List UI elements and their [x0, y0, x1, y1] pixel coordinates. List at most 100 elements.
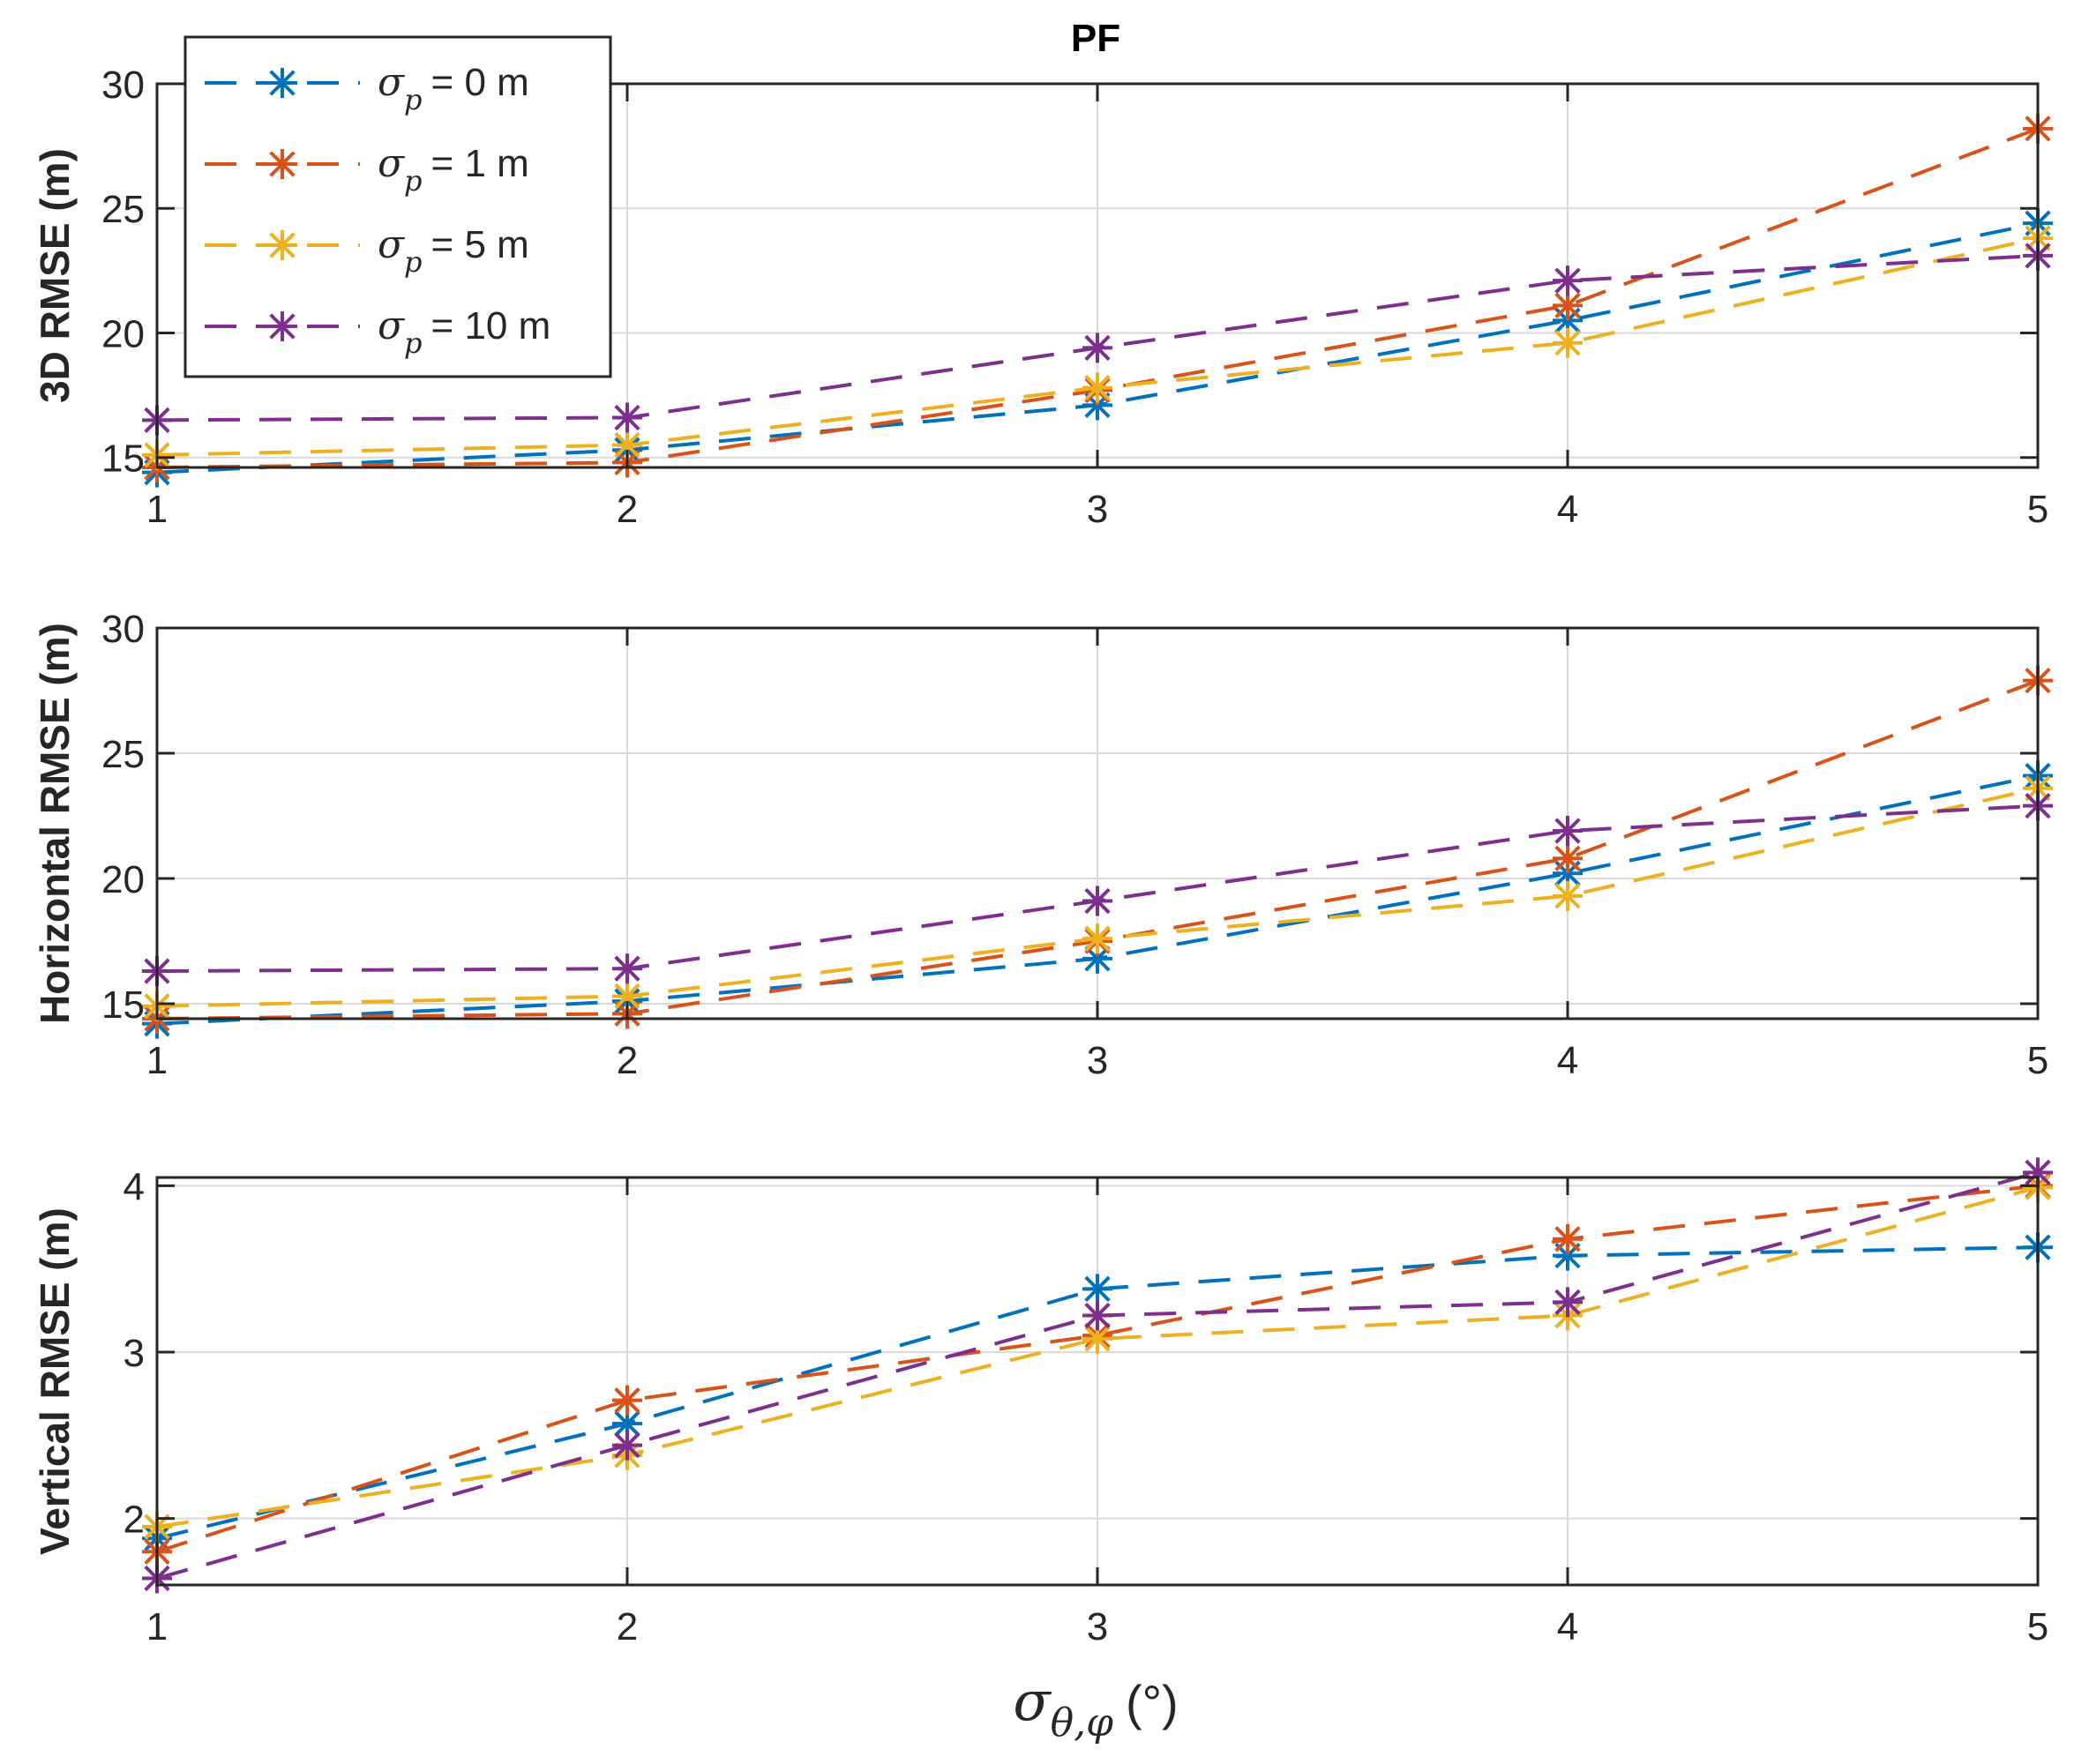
- legend-entry-2: σp = 1 m: [205, 141, 529, 198]
- y-axis-title: Horizontal RMSE (m): [32, 623, 78, 1024]
- data-point-s4-x4-shape: [1553, 816, 1583, 847]
- legend-entry-1: σp = 0 m: [205, 60, 529, 116]
- data-point-s1-x3: [1082, 1274, 1112, 1304]
- y-tick-label: 15: [101, 983, 145, 1027]
- y-axis-title: 3D RMSE (m): [32, 148, 78, 403]
- data-point-s4-x4: [1553, 265, 1583, 296]
- y-tick-label: 20: [101, 312, 145, 355]
- y-tick-label: 30: [101, 608, 145, 651]
- legend-marker-1: [267, 68, 297, 98]
- data-point-s3-x3: [1082, 1323, 1112, 1354]
- data-point-s3-x2: [612, 981, 642, 1012]
- legend-marker-4-shape: [267, 311, 297, 341]
- data-point-s4-x4: [1553, 816, 1583, 847]
- y-tick-label: 20: [101, 858, 145, 901]
- y-tick-label: 3: [124, 1332, 145, 1375]
- x-axis-label: σθ,φ (°): [1013, 1669, 1178, 1745]
- data-point-s1-x4: [1553, 1240, 1583, 1271]
- data-point-s1-x4-shape: [1553, 1240, 1583, 1271]
- data-point-s4-x2: [612, 953, 642, 984]
- x-tick-label: 3: [1087, 1605, 1108, 1648]
- x-axis-title-subscript: θ,φ: [1051, 1700, 1113, 1745]
- x-tick-label: 4: [1557, 1605, 1578, 1648]
- x-tick-label: 1: [146, 488, 168, 531]
- series-line-2: [156, 1184, 2039, 1554]
- data-point-s2-x4-shape: [1553, 1223, 1583, 1254]
- data-point-s4-x2: [612, 1430, 642, 1461]
- x-tick-label: 2: [617, 1039, 638, 1082]
- legend-marker-3-shape: [267, 230, 297, 260]
- data-point-s4-x2: [612, 402, 642, 433]
- data-point-s4-x4-shape: [1553, 1287, 1583, 1318]
- x-axis-title-unit: (°): [1126, 1675, 1179, 1730]
- x-axis-title: σθ,φ (°): [1013, 1669, 1178, 1745]
- legend-label-symbol: σ: [378, 222, 406, 267]
- legend-label-2: σp = 1 m: [378, 141, 529, 198]
- series-line-3: [156, 1185, 2039, 1529]
- y-tick-label: 2: [124, 1499, 145, 1542]
- x-tick-label: 2: [617, 488, 638, 531]
- data-point-s4-x3: [1082, 886, 1112, 916]
- x-tick-label: 1: [146, 1039, 168, 1082]
- y-axis-title: Vertical RMSE (m): [32, 1207, 78, 1555]
- legend-marker-1-shape: [267, 68, 297, 98]
- data-point-s2-x2: [612, 1385, 642, 1416]
- x-tick-label: 1: [146, 1605, 168, 1648]
- y-tick-label: 4: [124, 1165, 145, 1208]
- x-tick-label: 4: [1557, 488, 1578, 531]
- legend-marker-4: [267, 311, 297, 341]
- x-tick-label: 3: [1087, 488, 1108, 531]
- data-point-s1-x2: [612, 1409, 642, 1439]
- x-tick-label: 5: [2027, 488, 2048, 531]
- data-point-s1-x3: [1082, 943, 1112, 974]
- data-point-s1-x2-shape: [612, 1409, 642, 1439]
- data-point-s2-x4-shape: [1553, 843, 1583, 874]
- data-point-s4-x3-shape: [1082, 333, 1112, 363]
- data-point-s4-x3: [1082, 1300, 1112, 1331]
- data-point-s1-x3-shape: [1082, 943, 1112, 974]
- data-point-s3-x4-shape: [1553, 880, 1583, 911]
- x-tick-label: 5: [2027, 1605, 2048, 1648]
- data-point-s4-x5: [2023, 1157, 2053, 1188]
- x-tick-label: 5: [2027, 1039, 2048, 1082]
- data-point-s4-x5-shape: [2023, 1157, 2053, 1188]
- y-tick-label: 25: [101, 733, 145, 776]
- data-point-s2-x4: [1553, 290, 1583, 321]
- data-point-s2-x2-shape: [612, 1385, 642, 1416]
- legend-label-text: = 5 m: [431, 223, 529, 266]
- y-tick-label: 25: [101, 188, 145, 231]
- data-point-s3-x4: [1553, 880, 1583, 911]
- legend-label-text: = 1 m: [431, 142, 529, 185]
- data-point-s3-x3-shape: [1082, 1323, 1112, 1354]
- data-point-s1-x4-shape: [1553, 858, 1583, 889]
- legend-label-text: = 0 m: [431, 61, 529, 104]
- legend-label-subscript: p: [404, 245, 422, 279]
- legend-label-text: = 10 m: [431, 304, 551, 348]
- data-point-s3-x4: [1553, 327, 1583, 358]
- data-point-s2-x4: [1553, 843, 1583, 874]
- legend-marker-2: [267, 149, 297, 179]
- legend: σp = 0 mσp = 1 mσp = 5 mσp = 10 m: [183, 35, 612, 378]
- x-tick-label: 2: [617, 1605, 638, 1648]
- legend-label-subscript: p: [404, 164, 422, 198]
- y-tick-label: 15: [101, 437, 145, 481]
- x-tick-label: 4: [1557, 1039, 1578, 1082]
- data-point-s3-x3-shape: [1082, 923, 1112, 954]
- x-axis-title-symbol: σ: [1013, 1669, 1052, 1733]
- legend-marker-2-shape: [267, 149, 297, 179]
- legend-label-1: σp = 0 m: [378, 60, 529, 116]
- data-point-s4-x3-shape: [1082, 886, 1112, 916]
- y-tick-label: 30: [101, 64, 145, 107]
- subplot-3: 1 2 3 4 5 2 3 4 Vertical RMSE (m): [32, 1157, 2053, 1648]
- data-point-s4-x2-shape: [612, 953, 642, 984]
- data-point-s4-x2-shape: [612, 402, 642, 433]
- subplot-2: 1 2 3 4 5 15 20 25 30 Horizontal RMSE (m): [32, 608, 2053, 1082]
- legend-label-symbol: σ: [378, 141, 406, 186]
- legend-label-symbol: σ: [378, 303, 406, 348]
- data-point-s3-x3: [1082, 372, 1112, 403]
- chart-title: PF: [1071, 17, 1120, 60]
- legend-entry-4: σp = 10 m: [205, 303, 550, 360]
